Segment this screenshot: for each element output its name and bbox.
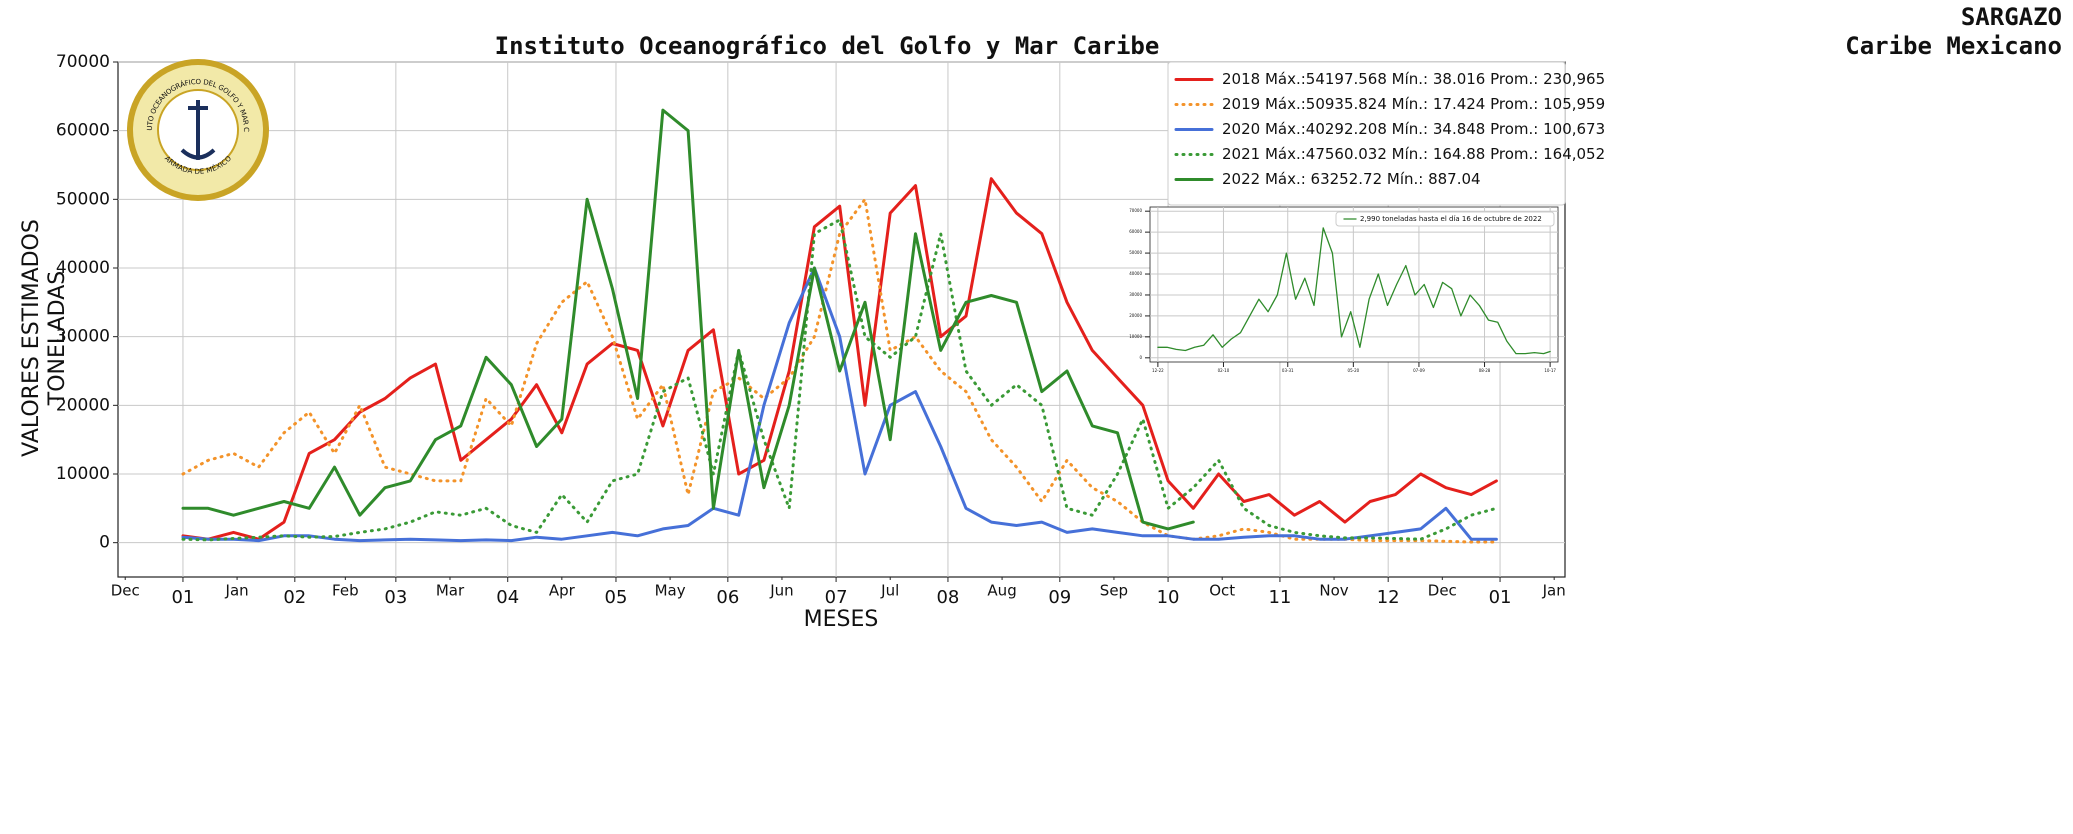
series-line xyxy=(181,108,1195,531)
inset-chart: 0 10000 20000 30000 40000 50000 60000 70000 12-2… xyxy=(1129,206,1559,373)
x-tick-label: 08-28 xyxy=(1479,368,1491,373)
chart-title: Instituto Oceanográfico del Golfo y Mar … xyxy=(495,32,1160,60)
x-minor-tick-label: Jun xyxy=(769,582,793,600)
x-minor-tick-label: Jan xyxy=(1542,582,1566,600)
x-tick-label: 10-17 xyxy=(1544,368,1556,373)
y-tick-label: 60000 xyxy=(56,121,110,141)
y-tick-label: 60000 xyxy=(1129,229,1142,234)
y-tick-label: 10000 xyxy=(56,464,110,484)
series-line xyxy=(181,218,1498,542)
x-tick-label: 01 xyxy=(1489,587,1512,608)
logo-anchor xyxy=(180,100,216,160)
y-tick-label: 40000 xyxy=(56,258,110,278)
x-minor-tick-label: Apr xyxy=(549,582,576,600)
x-tick-label: 08 xyxy=(936,587,959,608)
x-minor-tick-label: Dec xyxy=(1428,582,1457,600)
y-tick-label: 50000 xyxy=(1129,250,1142,255)
plot-frame xyxy=(1149,206,1559,363)
y-tick-label: 40000 xyxy=(1129,271,1142,276)
y-axis-label: TONELADAS xyxy=(45,271,70,407)
x-minor-tick-label: Aug xyxy=(987,582,1016,600)
x-tick-label: 07-09 xyxy=(1413,368,1425,373)
y-tick-label: 10000 xyxy=(1129,334,1142,339)
legend-box xyxy=(1335,211,1555,227)
x-tick-label: 01 xyxy=(171,587,194,608)
legend-label: 2019 Máx.:50935.824 Mín.: 17.424 Prom.: … xyxy=(1222,95,1605,113)
y-tick-label: 30000 xyxy=(56,327,110,347)
x-tick-label: 02 xyxy=(283,587,306,608)
x-minor-tick-label: Feb xyxy=(332,582,359,600)
x-minor-tick-label: Sep xyxy=(1100,582,1128,600)
x-tick-label: 04 xyxy=(496,587,519,608)
x-tick-label: 03-31 xyxy=(1282,368,1294,373)
y-tick-label: 20000 xyxy=(56,395,110,415)
x-minor-tick-label: Mar xyxy=(436,582,465,600)
x-minor-tick-label: Oct xyxy=(1209,582,1235,600)
legend-box xyxy=(1167,61,1566,206)
y-tick-label: 0 xyxy=(99,533,110,553)
x-minor-tick-label: May xyxy=(655,582,686,600)
x-tick-label: 12 xyxy=(1377,587,1400,608)
legend-label: 2,990 toneladas hasta el día 16 de octub… xyxy=(1360,215,1542,223)
x-minor-tick-label: Jan xyxy=(225,582,249,600)
x-minor-tick-label: Nov xyxy=(1319,582,1348,600)
chart-subtitle: Caribe Mexicano xyxy=(1845,32,2062,60)
x-tick-label: 11 xyxy=(1268,587,1291,608)
y-tick-label: 30000 xyxy=(1129,292,1142,297)
legend-label: 2021 Máx.:47560.032 Mín.: 164.88 Prom.: … xyxy=(1222,145,1605,163)
series-line xyxy=(181,177,1498,541)
x-tick-label: 02-10 xyxy=(1218,368,1230,373)
y-tick-label: 0 xyxy=(1139,355,1142,360)
x-axis-label: MESES xyxy=(804,607,879,632)
x-tick-label: 06 xyxy=(716,587,739,608)
y-axis-label: VALORES ESTIMADOS xyxy=(19,219,44,457)
x-tick-label: 10 xyxy=(1157,587,1180,608)
y-tick-label: 20000 xyxy=(1129,313,1142,318)
x-tick-label: 05 xyxy=(605,587,628,608)
series-line xyxy=(1157,227,1551,355)
legend-label: 2022 Máx.: 63252.72 Mín.: 887.04 xyxy=(1222,170,1481,188)
x-tick-label: 03 xyxy=(384,587,407,608)
y-tick-label: 70000 xyxy=(56,52,110,72)
y-tick-label: 70000 xyxy=(1129,208,1142,213)
y-tick-label: 50000 xyxy=(56,189,110,209)
x-minor-tick-label: Dec xyxy=(111,582,140,600)
legend-label: 2020 Máx.:40292.208 Mín.: 34.848 Prom.: … xyxy=(1222,120,1605,138)
x-tick-label: 09 xyxy=(1048,587,1071,608)
x-minor-tick-label: Jul xyxy=(880,582,899,600)
x-tick-label: 05-20 xyxy=(1348,368,1360,373)
x-tick-label: 07 xyxy=(825,587,848,608)
series-line xyxy=(181,266,1498,543)
chart-subtitle: SARGAZO xyxy=(1961,3,2062,31)
x-tick-label: 12-22 xyxy=(1152,368,1164,373)
legend-label: 2018 Máx.:54197.568 Mín.: 38.016 Prom.: … xyxy=(1222,70,1605,88)
